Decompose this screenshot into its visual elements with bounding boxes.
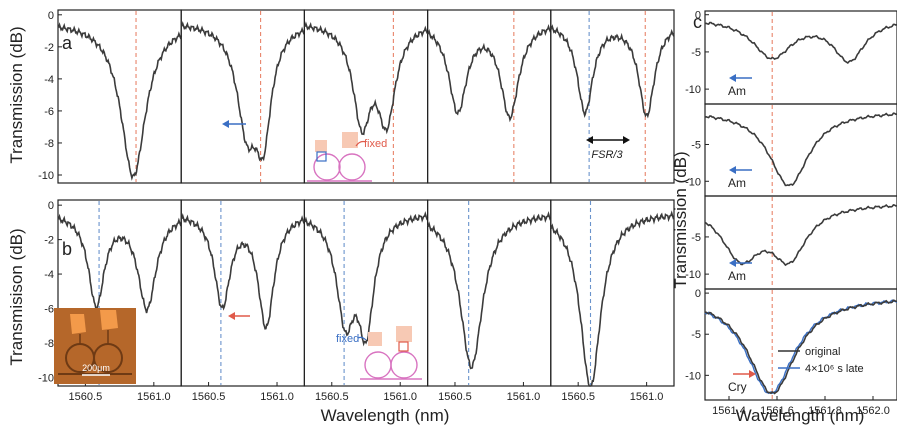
fixed-label-a: fixed: [364, 138, 387, 150]
a-ytick-label-4: -8: [44, 138, 54, 150]
legend-original: original: [805, 346, 840, 358]
a-frame-1: [180, 9, 305, 184]
panels-layer: 0 -2 -4 -6 -8 -10 0 -2 -4 -6 -8 -10 1560.5 1561.0 1560…: [38, 9, 897, 417]
a-ytick-label-3: -6: [44, 106, 54, 118]
c-series-1: [704, 112, 897, 187]
a-ytick-label-1: -2: [44, 42, 54, 54]
b-frame-3: [427, 199, 552, 387]
b-xtick-label-3-0: 1560.5: [438, 391, 472, 403]
b-ytick-label-3: -6: [44, 304, 54, 316]
red-shift-arrow-b: [228, 312, 250, 320]
b-xtick-label-0-0: 1560.5: [69, 391, 103, 403]
c-arrowhead-1: [729, 166, 736, 174]
c-xtick-label-3: 1562.0: [856, 405, 890, 417]
b-xtick-label-2-0: 1560.5: [315, 391, 349, 403]
b-xtick-label-1-0: 1560.5: [192, 391, 226, 403]
b-frame-1: [180, 199, 305, 387]
a-ytick-label-5: -10: [38, 170, 54, 182]
scale-bar-label: 200μm: [82, 363, 110, 373]
fsr-label: FSR/3: [591, 149, 623, 161]
c-arrowhead-0: [729, 74, 736, 82]
panel-label-a: a: [62, 33, 73, 53]
a-series-4: [550, 24, 675, 119]
b-ytick-label-1: -2: [44, 235, 54, 247]
c-ytick-label-3-1: -5: [691, 329, 701, 341]
ylabel-c: Transmission (dB): [671, 151, 690, 288]
c-arrowhead-3: [749, 370, 756, 378]
b-xtick-label-3-1: 1561.0: [507, 391, 541, 403]
c-series-2: [704, 204, 897, 267]
c-ytick-label-2-0: -5: [691, 232, 701, 244]
c-ytick-label-0-2: -10: [685, 84, 701, 96]
b-ytick-label-2: -4: [44, 269, 54, 281]
b-frame-2: [303, 199, 429, 387]
c-ytick-label-2-1: -10: [685, 269, 701, 281]
b-ytick-label-4: -8: [44, 338, 54, 350]
c-arrowhead-2: [729, 259, 736, 267]
ylabel-b: Transmisison (dB): [7, 228, 26, 365]
b-ytick-label-0: 0: [48, 200, 54, 212]
b-ytick-label-5: -10: [38, 372, 54, 384]
ring-diagram-b: fixed: [336, 326, 422, 380]
c-ytick-label-1-1: -10: [685, 176, 701, 188]
xlabel-c: Wavelength (nm): [736, 406, 865, 425]
c-xtick-label-2: 1561.8: [808, 405, 842, 417]
a-series-3: [427, 24, 552, 123]
c-sample-label-2: Am: [728, 269, 746, 283]
a-series-1: [181, 20, 306, 162]
c-sample-label-1: Am: [728, 176, 746, 190]
b-xtick-label-2-1: 1561.0: [383, 391, 417, 403]
b-series-3: [427, 211, 552, 370]
a-frame-0: [57, 9, 182, 184]
legend-c: original 4×10⁶ s late: [778, 346, 864, 375]
b-frame-4: [550, 199, 675, 387]
c-ytick-label-0-1: -5: [691, 47, 701, 59]
blue-shift-arrow-a: [222, 120, 246, 128]
xlabel-ab: Wavelength (nm): [321, 406, 450, 425]
c-xtick-label-0: 1561.4: [712, 405, 746, 417]
b-series-2: [304, 210, 429, 347]
micrograph-inset: 200μm: [54, 308, 136, 384]
c-xtick-label-1: 1561.6: [760, 405, 794, 417]
a-series-2: [304, 21, 429, 136]
a-frame-3: [427, 9, 552, 184]
c-ytick-label-1-0: -5: [691, 139, 701, 151]
panel-label-c: c: [693, 12, 702, 32]
c-frame-3: [704, 288, 897, 401]
c-sample-label-3: Cry: [728, 380, 747, 394]
b-series-1: [180, 212, 306, 330]
a-ytick-label-2: -4: [44, 74, 54, 86]
a-series-0: [57, 22, 182, 181]
b-xtick-label-4-0: 1560.5: [561, 391, 595, 403]
c-series-late-3: [704, 299, 897, 395]
a-frame-2: [303, 9, 429, 184]
c-series-0: [704, 21, 897, 65]
panel-label-b: b: [62, 239, 72, 259]
a-frame-4: [550, 9, 675, 184]
ylabel-a: Transmission (dB): [7, 26, 26, 163]
legend-late: 4×10⁶ s late: [805, 363, 864, 375]
c-sample-label-0: Am: [728, 84, 746, 98]
c-ytick-label-3-0: 0: [695, 288, 701, 300]
b-series-4: [550, 210, 675, 387]
c-ytick-label-3-2: -10: [685, 370, 701, 382]
c-series-3: [704, 299, 897, 395]
fsr-annotation: FSR/3: [586, 136, 630, 161]
b-series-0: [57, 213, 182, 314]
b-xtick-label-4-1: 1561.0: [630, 391, 664, 403]
c-ytick-label-0-0: 0: [695, 10, 701, 22]
ring-diagram-a: fixed: [307, 132, 387, 182]
fixed-label-b: fixed: [336, 333, 359, 345]
b-xtick-label-1-1: 1561.0: [260, 391, 294, 403]
a-ytick-label-0: 0: [48, 10, 54, 22]
b-xtick-label-0-1: 1561.0: [137, 391, 171, 403]
